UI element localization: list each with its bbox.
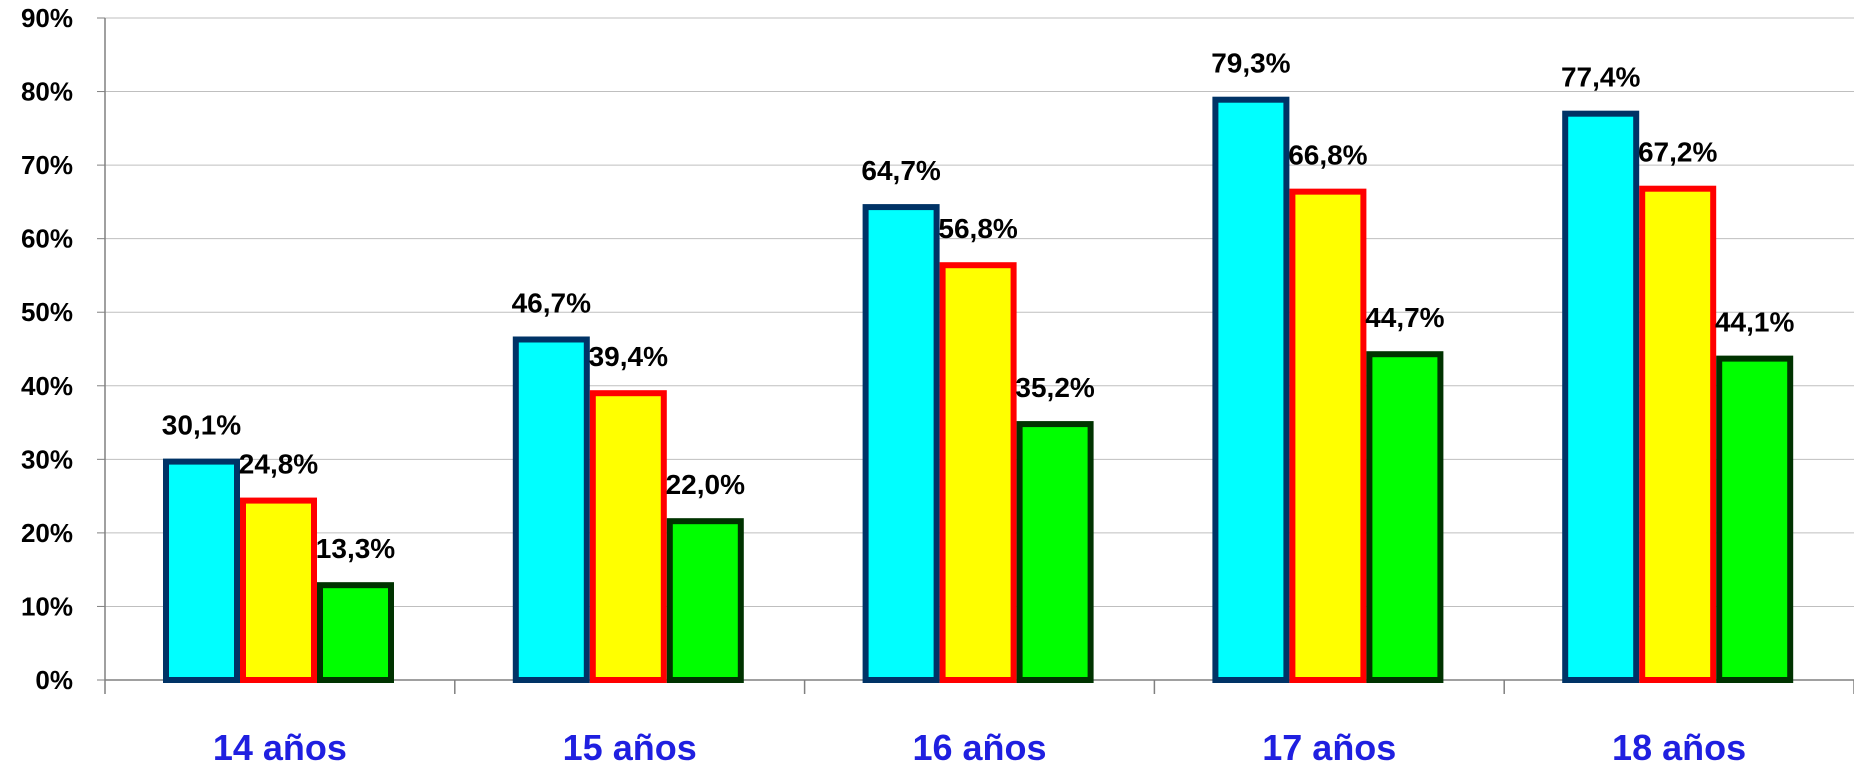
- bar: [163, 458, 240, 683]
- data-label: 24,8%: [239, 449, 318, 480]
- data-labels: 30,1% 24,8% 13,3% 46,7% 39,4% 22,0% 64,7% 56,8%…: [162, 48, 1795, 564]
- bar: [666, 518, 744, 684]
- bar: [862, 204, 940, 683]
- bar: [1212, 96, 1290, 683]
- bar: [1366, 351, 1444, 683]
- y-axis-tick-label: 10%: [21, 591, 73, 621]
- x-axis-tick-label: 18 años: [1612, 727, 1746, 768]
- bar: [1562, 110, 1640, 684]
- y-axis-tick-label: 20%: [21, 518, 73, 548]
- data-label: 56,8%: [938, 213, 1017, 244]
- y-axis-tick-label: 60%: [21, 224, 73, 254]
- bar: [939, 262, 1017, 683]
- x-axis-tick-labels: 14 años 15 años 16 años 17 años 18 años: [213, 727, 1746, 768]
- data-label: 64,7%: [861, 155, 940, 186]
- data-label: 44,7%: [1365, 302, 1444, 333]
- bar: [512, 336, 590, 683]
- bar: [1289, 188, 1367, 683]
- data-label: 35,2%: [1015, 372, 1094, 403]
- y-axis-tick-label: 90%: [21, 3, 73, 33]
- data-label: 79,3%: [1211, 48, 1290, 79]
- data-label: 44,1%: [1715, 307, 1794, 338]
- bar: [1016, 421, 1094, 683]
- y-axis-tick-label: 50%: [21, 297, 73, 327]
- y-axis-tick-label: 40%: [21, 371, 73, 401]
- y-axis-tick-label: 0%: [35, 665, 73, 695]
- bar: [1639, 185, 1717, 683]
- y-axis-tick-labels: 0% 10% 20% 30% 40% 50% 60% 70% 80% 90%: [21, 3, 73, 695]
- data-label: 30,1%: [162, 410, 241, 441]
- bar: [317, 582, 394, 683]
- y-axis-tick-label: 70%: [21, 150, 73, 180]
- bar: [1716, 355, 1794, 683]
- bar: [240, 497, 317, 683]
- data-label: 39,4%: [589, 341, 668, 372]
- x-axis-tick-label: 15 años: [563, 727, 697, 768]
- x-axis-tick-label: 14 años: [213, 727, 347, 768]
- x-axis-tick-label: 16 años: [912, 727, 1046, 768]
- data-label: 77,4%: [1561, 62, 1640, 93]
- data-label: 46,7%: [512, 287, 591, 318]
- bar: [589, 390, 667, 683]
- data-label: 67,2%: [1638, 137, 1717, 168]
- bars: [163, 96, 1794, 684]
- y-axis-tick-label: 80%: [21, 77, 73, 107]
- data-label: 22,0%: [666, 469, 745, 500]
- data-label: 13,3%: [316, 533, 395, 564]
- data-label: 66,8%: [1288, 140, 1367, 171]
- y-axis-tick-label: 30%: [21, 444, 73, 474]
- x-axis-tick-label: 17 años: [1262, 727, 1396, 768]
